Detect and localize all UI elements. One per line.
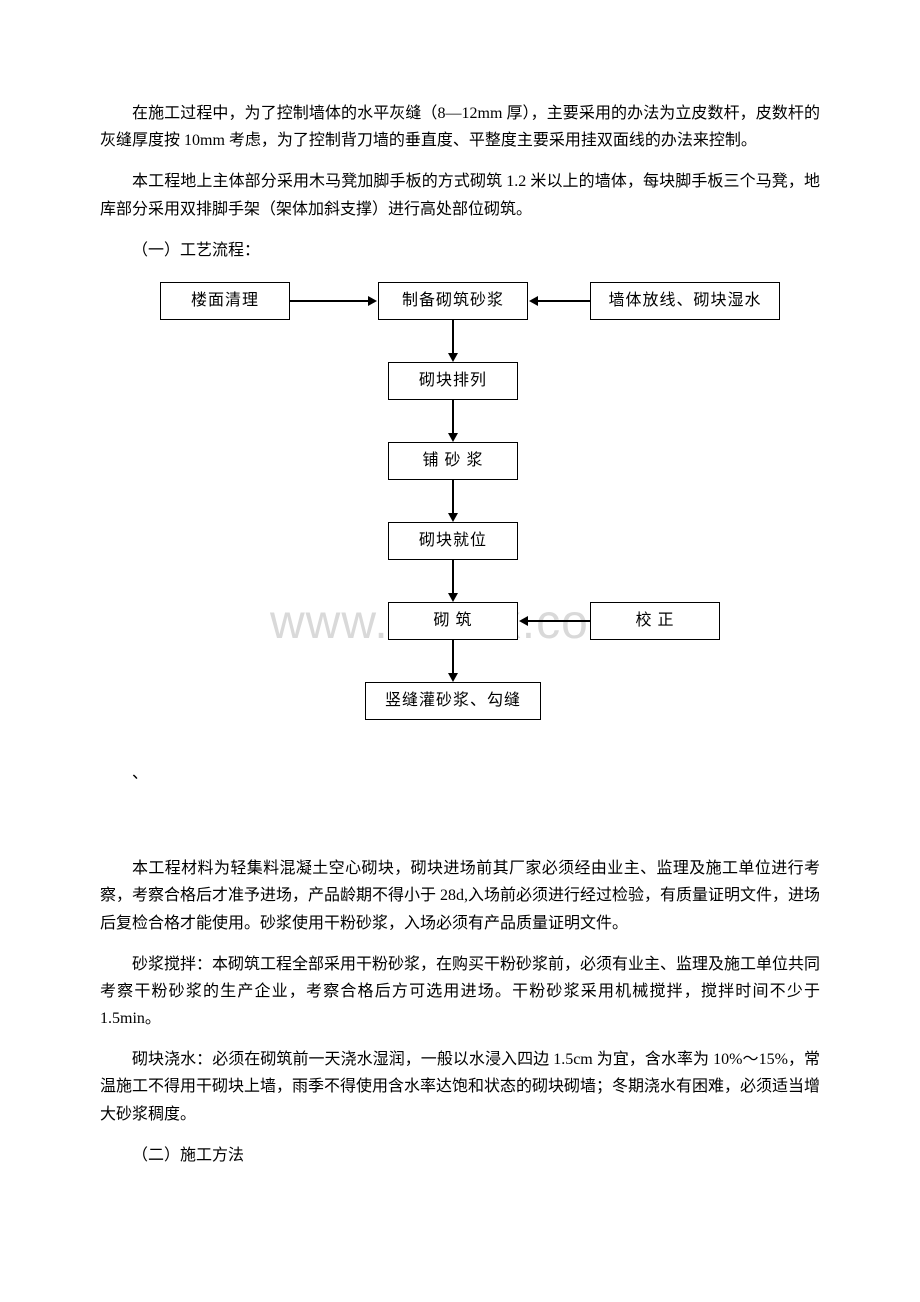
flow-arrow [290, 300, 368, 302]
flow-arrowhead [519, 616, 528, 626]
paragraph-4: 砂浆搅拌：本砌筑工程全部采用干粉砂浆，在购买干粉砂浆前，必须有业主、监理及施工单… [100, 951, 820, 1033]
section-head-2: （二）施工方法 [100, 1142, 820, 1169]
paragraph-3: 本工程材料为轻集料混凝土空心砌块，砌块进场前其厂家必须经由业主、监理及施工单位进… [100, 855, 820, 937]
flow-arrowhead [448, 593, 458, 602]
flow-arrow [452, 320, 454, 353]
flow-node-1: 楼面清理 [160, 282, 290, 320]
flow-arrow [452, 640, 454, 673]
flow-node-8: 校 正 [590, 602, 720, 640]
flow-arrow [528, 620, 590, 622]
flow-arrow [452, 480, 454, 513]
flow-arrowhead [448, 433, 458, 442]
flow-arrowhead [368, 296, 377, 306]
flow-node-7: 砌 筑 [388, 602, 518, 640]
flow-arrow [538, 300, 590, 302]
flow-arrowhead [448, 353, 458, 362]
flow-node-9: 竖缝灌砂浆、勾缝 [365, 682, 541, 720]
flow-node-6: 砌块就位 [388, 522, 518, 560]
flow-arrowhead [448, 673, 458, 682]
flowchart: www.bdocx.com 楼面清理 制备砌筑砂浆 墙体放线、砌块湿水 砌块排列… [160, 282, 790, 742]
paragraph-2: 本工程地上主体部分采用木马凳加脚手板的方式砌筑 1.2 米以上的墙体，每块脚手板… [100, 168, 820, 222]
paragraph-1: 在施工过程中，为了控制墙体的水平灰缝（8—12mm 厚），主要采用的办法为立皮数… [100, 100, 820, 154]
flow-arrowhead [448, 513, 458, 522]
flow-node-5: 铺 砂 浆 [388, 442, 518, 480]
flow-node-3: 墙体放线、砌块湿水 [590, 282, 780, 320]
flow-arrow [452, 560, 454, 593]
section-head-1: （一）工艺流程： [100, 237, 820, 264]
flow-arrowhead [529, 296, 538, 306]
flow-node-2: 制备砌筑砂浆 [378, 282, 528, 320]
paragraph-5: 砌块浇水：必须在砌筑前一天浇水湿润，一般以水浸入四边 1.5cm 为宜，含水率为… [100, 1046, 820, 1128]
tick-mark: 、 [100, 760, 820, 787]
flow-arrow [452, 400, 454, 433]
flow-node-4: 砌块排列 [388, 362, 518, 400]
